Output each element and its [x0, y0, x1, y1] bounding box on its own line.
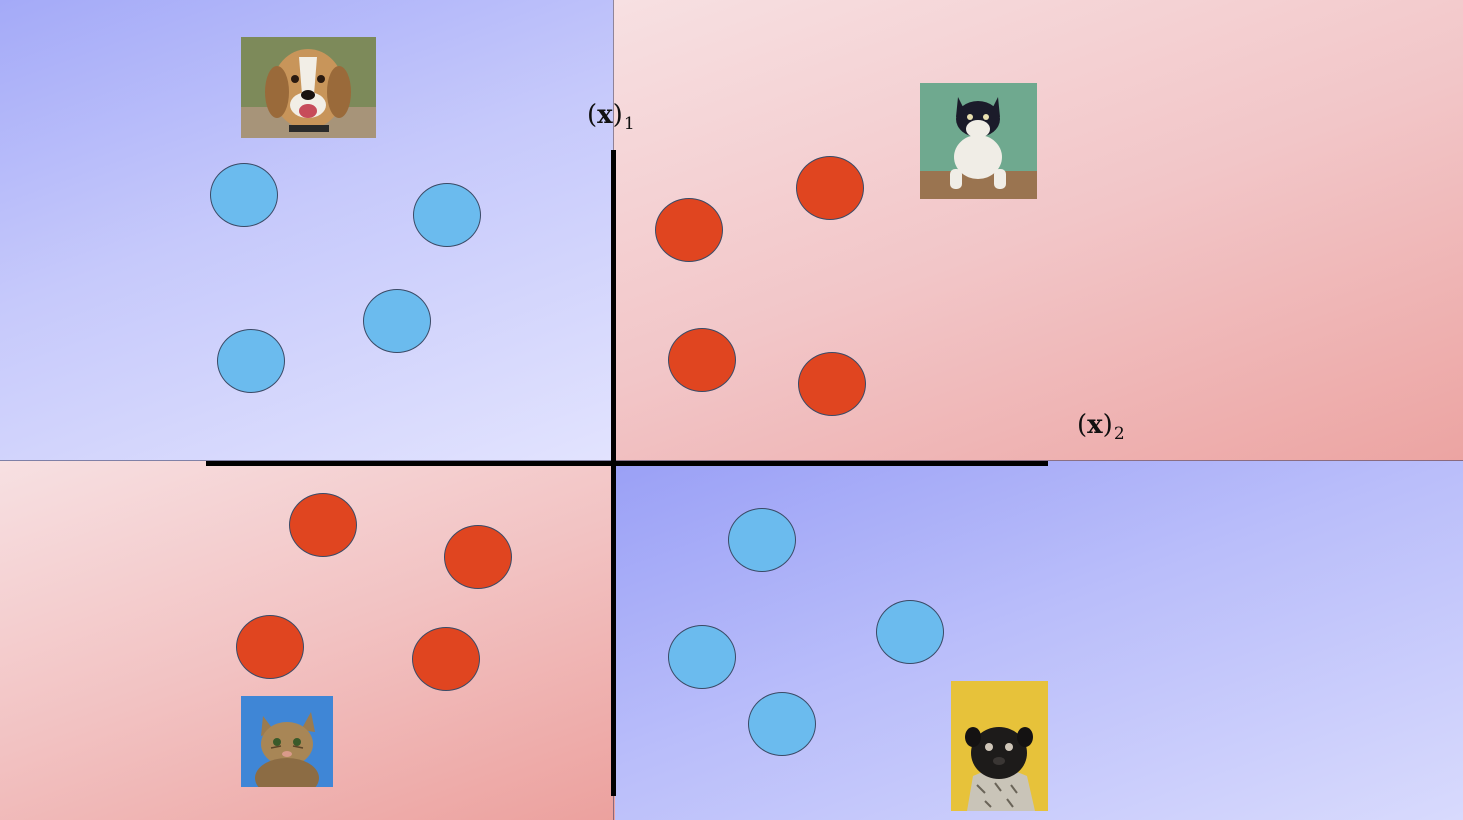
cat-point [796, 156, 864, 220]
pug-photo-icon [951, 681, 1048, 811]
axis-label-x2: (x)2 [1077, 410, 1125, 444]
cat-point [668, 328, 736, 392]
cat-point [798, 352, 866, 416]
cat-photo-icon [920, 83, 1037, 199]
red-region-top-right [613, 0, 1463, 461]
cat-photo-icon [241, 696, 333, 787]
dog-point [217, 329, 285, 393]
cat-point [236, 615, 304, 679]
cat-point [412, 627, 480, 691]
cat-point [289, 493, 357, 557]
horizontal-axis [206, 461, 1048, 466]
dog-point [668, 625, 736, 689]
dog-point [210, 163, 278, 227]
dog-point [363, 289, 431, 353]
dog-photo-icon [241, 37, 376, 138]
region-boundary-horizontal [0, 460, 1463, 461]
vertical-axis [611, 150, 616, 796]
cat-point [444, 525, 512, 589]
dog-point [876, 600, 944, 664]
dog-point [728, 508, 796, 572]
dog-point [413, 183, 481, 247]
axis-label-x1: (x)1 [587, 100, 635, 134]
dog-point [748, 692, 816, 756]
cat-point [655, 198, 723, 262]
